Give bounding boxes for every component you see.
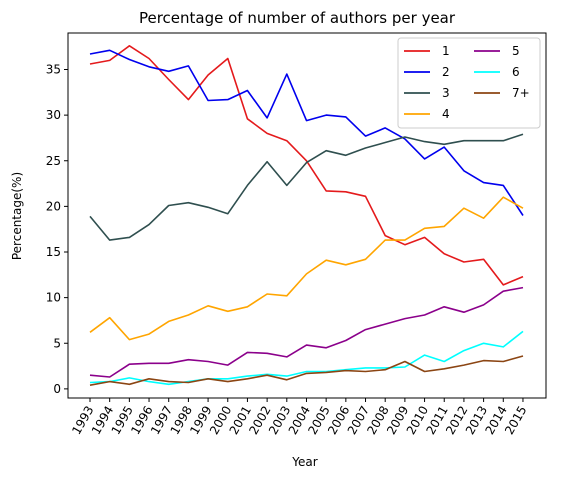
y-tick-label: 35 xyxy=(46,63,61,77)
chart-title: Percentage of number of authors per year xyxy=(139,9,456,27)
legend-label: 6 xyxy=(512,65,520,79)
series-line-6 xyxy=(90,331,523,384)
y-tick-label: 25 xyxy=(46,154,61,168)
legend: 1 2 3 4 5 6 7+ xyxy=(398,38,540,128)
y-tick-label: 15 xyxy=(46,245,61,259)
series-line-5 xyxy=(90,288,523,377)
x-axis: 1993199419951996199719981999200020012002… xyxy=(69,398,529,437)
y-tick-label: 0 xyxy=(53,382,61,396)
legend-label: 2 xyxy=(442,65,450,79)
legend-label: 1 xyxy=(442,44,450,58)
legend-label: 5 xyxy=(512,44,520,58)
y-tick-label: 10 xyxy=(46,291,61,305)
legend-label: 3 xyxy=(442,86,450,100)
y-axis: 0 5 10 15 20 25 30 35 xyxy=(46,63,68,396)
y-axis-label: Percentage(%) xyxy=(10,172,24,260)
x-axis-label: Year xyxy=(291,455,317,469)
series-line-3 xyxy=(90,134,523,240)
y-tick-label: 20 xyxy=(46,199,61,213)
legend-label: 7+ xyxy=(512,86,530,100)
legend-label: 4 xyxy=(442,107,450,121)
y-tick-label: 30 xyxy=(46,108,61,122)
y-tick-label: 5 xyxy=(53,336,61,350)
series-line-7plus xyxy=(90,356,523,385)
